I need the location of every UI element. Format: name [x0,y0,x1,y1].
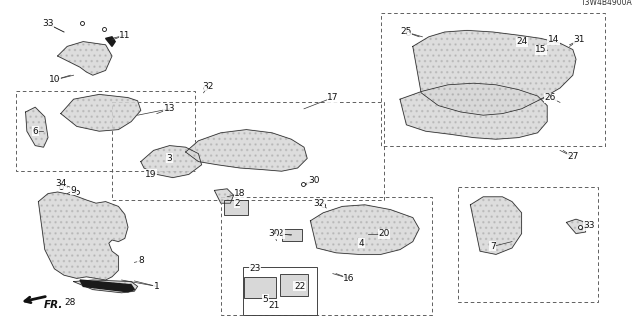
Polygon shape [141,146,202,178]
Text: 12: 12 [273,229,284,238]
Text: 11: 11 [119,31,131,40]
Polygon shape [58,42,112,75]
Text: 13: 13 [164,104,175,113]
Text: 17: 17 [327,93,339,102]
Text: 8: 8 [138,256,143,265]
Text: 33: 33 [583,221,595,230]
Text: 22: 22 [294,282,305,291]
Text: 9: 9 [71,186,76,195]
Text: T3W4B4900A: T3W4B4900A [580,0,632,7]
Text: 30: 30 [308,176,319,185]
Polygon shape [413,30,576,115]
Text: 19: 19 [145,170,156,179]
Text: 2: 2 [234,199,239,208]
Polygon shape [470,197,522,254]
Polygon shape [186,130,307,171]
Bar [381,13,605,146]
Text: 24: 24 [516,37,527,46]
Polygon shape [566,219,586,234]
Text: 32: 32 [313,199,324,208]
Polygon shape [74,280,138,293]
Text: 26: 26 [545,93,556,102]
Polygon shape [214,189,234,203]
Text: 7: 7 [490,242,495,251]
Bar [243,267,317,315]
Text: 5: 5 [263,295,268,304]
Text: 34: 34 [55,180,67,188]
Text: 18: 18 [234,189,246,198]
Polygon shape [310,205,419,254]
Polygon shape [400,83,547,139]
Text: 25: 25 [400,28,412,36]
Bar [221,197,432,315]
Text: 21: 21 [268,301,280,310]
Bar [282,229,302,241]
Text: 30: 30 [268,229,280,238]
Text: 1: 1 [154,282,159,291]
Text: 32: 32 [202,82,214,91]
Text: 27: 27 [567,152,579,161]
Bar [224,200,248,215]
Text: 23: 23 [249,264,260,273]
Text: 20: 20 [378,229,390,238]
Text: 4: 4 [359,239,364,248]
Bar [112,102,384,200]
Text: 14: 14 [548,36,559,44]
Bar [244,277,276,298]
Text: 28: 28 [65,298,76,307]
Polygon shape [80,280,134,292]
Polygon shape [61,94,141,131]
Polygon shape [38,192,128,280]
Bar [16,91,195,171]
Bar [280,274,308,296]
Text: 10: 10 [49,76,60,84]
Polygon shape [106,37,115,46]
Text: 31: 31 [573,36,585,44]
Text: 16: 16 [343,274,355,283]
Text: 6: 6 [33,127,38,136]
Bar [458,187,598,302]
Text: 15: 15 [535,45,547,54]
Text: 33: 33 [42,20,54,28]
Polygon shape [26,107,48,147]
Text: 3: 3 [167,154,172,163]
Text: FR.: FR. [44,300,63,310]
